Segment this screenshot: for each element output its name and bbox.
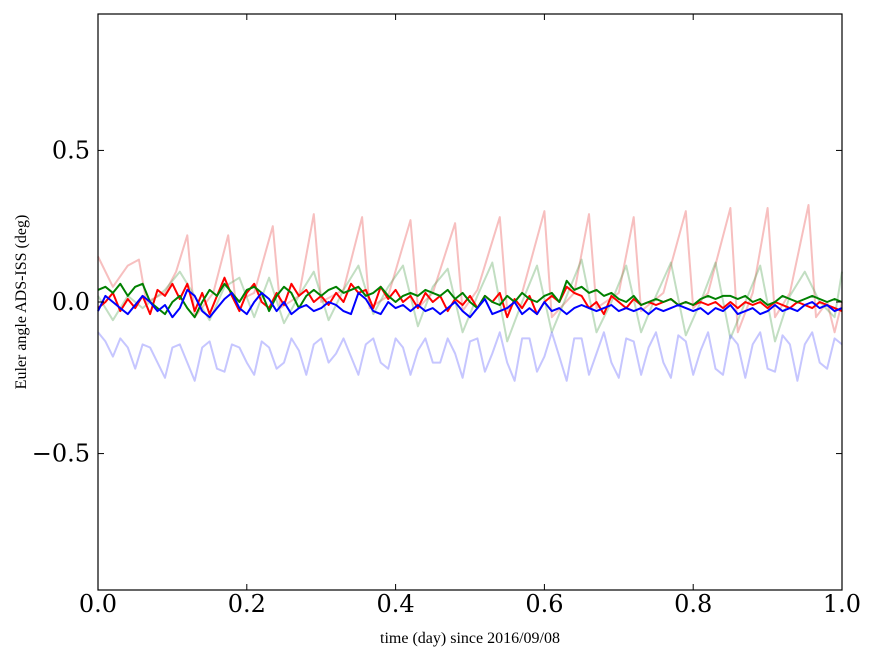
y-tick-label: 0.0 bbox=[52, 288, 90, 316]
y-axis-label: Euler angle ADS-ISS (deg) bbox=[13, 215, 30, 390]
series-line-4 bbox=[97, 276, 843, 319]
series-line-2 bbox=[97, 258, 843, 343]
series-line-3 bbox=[97, 331, 843, 382]
x-tick-label: 0.4 bbox=[377, 590, 415, 618]
y-tick-label: 0.5 bbox=[52, 136, 90, 164]
x-axis-label: time (day) since 2016/09/08 bbox=[380, 630, 560, 647]
series-line-5 bbox=[97, 279, 843, 319]
tick-layer: 0.0 0.2 0.4 0.6 0.8 1.0 0.5 0.0 −0.5 bbox=[32, 14, 861, 618]
x-tick-label: 0.6 bbox=[525, 590, 563, 618]
x-tick-label: 0.8 bbox=[674, 590, 712, 618]
series-line-6 bbox=[97, 288, 843, 319]
x-tick-label: 1.0 bbox=[823, 590, 861, 618]
y-tick-label: −0.5 bbox=[32, 440, 90, 468]
series-layer bbox=[97, 204, 843, 382]
x-tick-label: 0.0 bbox=[79, 590, 117, 618]
x-tick-label: 0.2 bbox=[228, 590, 266, 618]
